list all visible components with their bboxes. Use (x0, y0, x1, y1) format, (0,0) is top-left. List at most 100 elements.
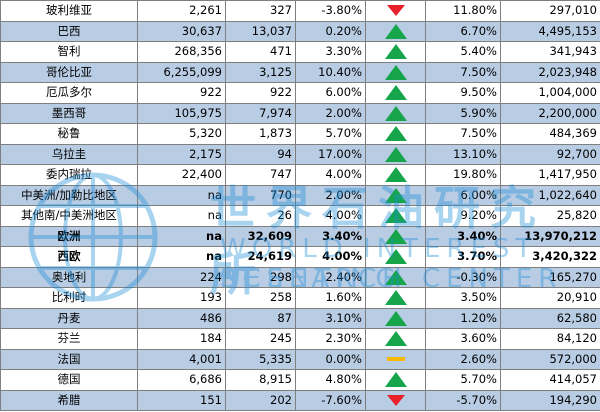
region-name-cell: 西欧 (0, 246, 138, 268)
table-row: 西欧 na 24,619 4.00% 3.70% 3,420,322 (0, 246, 600, 268)
growth-pct2-cell: 5.70% (425, 369, 501, 391)
up-triangle-icon (384, 208, 407, 224)
growth-pct-cell: 0.00% (295, 348, 366, 370)
up-triangle-icon (384, 105, 407, 121)
value1-cell: 151 (137, 389, 226, 411)
value1-cell: na (137, 184, 226, 206)
growth-pct2-cell: -5.70% (425, 389, 501, 411)
table-row: 玻利维亚 2,261 327 -3.80% 11.80% 297,010 (0, 0, 600, 22)
table-row: 芬兰 184 245 2.30% 3.60% 84,120 (0, 328, 600, 350)
value2-cell: 245 (225, 328, 296, 350)
table-row: 智利 268,356 471 3.30% 5.40% 341,943 (0, 41, 600, 63)
trend-cell (365, 164, 426, 186)
trend-cell (365, 389, 426, 411)
region-name-cell: 中美洲/加勒比地区 (0, 184, 138, 206)
growth-pct-cell: 17.00% (295, 143, 366, 165)
trend-cell (365, 102, 426, 124)
value2-cell: 202 (225, 389, 296, 411)
up-triangle-icon (384, 23, 407, 39)
value2-cell: 24,619 (225, 246, 296, 268)
table-row: 委内瑞拉 22,400 747 4.00% 19.80% 1,417,950 (0, 164, 600, 186)
value3-cell: 341,943 (500, 41, 600, 63)
value1-cell: na (137, 246, 226, 268)
up-triangle-icon (384, 269, 407, 285)
trend-cell (365, 143, 426, 165)
trend-cell (365, 61, 426, 83)
region-name-cell: 墨西哥 (0, 102, 138, 124)
value3-cell: 4,495,153 (500, 20, 600, 42)
growth-pct-cell: 3.30% (295, 41, 366, 63)
down-triangle-icon (386, 394, 405, 406)
up-triangle-icon (384, 228, 407, 244)
value2-cell: 1,873 (225, 123, 296, 145)
value3-cell: 2,023,948 (500, 61, 600, 83)
growth-pct2-cell: 19.80% (425, 164, 501, 186)
value3-cell: 1,022,640 (500, 184, 600, 206)
value2-cell: 327 (225, 0, 296, 22)
region-name-cell: 乌拉圭 (0, 143, 138, 165)
trend-cell (365, 328, 426, 350)
value2-cell: 8,915 (225, 369, 296, 391)
up-triangle-icon (384, 249, 407, 265)
value2-cell: 26 (225, 205, 296, 227)
growth-pct-cell: 4.00% (295, 246, 366, 268)
growth-pct2-cell: 3.60% (425, 328, 501, 350)
up-triangle-icon (384, 126, 407, 142)
growth-pct-cell: 2.00% (295, 184, 366, 206)
value1-cell: 6,686 (137, 369, 226, 391)
region-name-cell: 德国 (0, 369, 138, 391)
growth-pct2-cell: 9.50% (425, 82, 501, 104)
growth-pct2-cell: 6.00% (425, 184, 501, 206)
value1-cell: 30,637 (137, 20, 226, 42)
growth-pct-cell: 1.60% (295, 287, 366, 309)
value3-cell: 1,004,000 (500, 82, 600, 104)
growth-pct-cell: 4.00% (295, 164, 366, 186)
value3-cell: 484,369 (500, 123, 600, 145)
flat-dash-icon (386, 357, 405, 362)
table-row: 奥地利 224 298 2.40% -0.30% 165,270 (0, 266, 600, 288)
up-triangle-icon (384, 290, 407, 306)
value2-cell: 298 (225, 266, 296, 288)
trend-cell (365, 82, 426, 104)
region-name-cell: 欧洲 (0, 225, 138, 247)
region-name-cell: 委内瑞拉 (0, 164, 138, 186)
trend-cell (365, 287, 426, 309)
trend-cell (365, 184, 426, 206)
value1-cell: 2,261 (137, 0, 226, 22)
value1-cell: na (137, 225, 226, 247)
value3-cell: 3,420,322 (500, 246, 600, 268)
table-row: 比利时 193 258 1.60% 3.50% 20,910 (0, 287, 600, 309)
growth-pct-cell: 2.00% (295, 102, 366, 124)
growth-pct2-cell: 1.20% (425, 307, 501, 329)
growth-pct-cell: 10.40% (295, 61, 366, 83)
table-row: 法国 4,001 5,335 0.00% 2.60% 572,000 (0, 348, 600, 370)
growth-pct-cell: 3.40% (295, 225, 366, 247)
region-name-cell: 比利时 (0, 287, 138, 309)
table-row: 秘鲁 5,320 1,873 5.70% 7.50% 484,369 (0, 123, 600, 145)
value1-cell: 6,255,099 (137, 61, 226, 83)
table-row: 其他南/中美洲地区 na 26 4.00% 9.20% 25,820 (0, 205, 600, 227)
region-name-cell: 奥地利 (0, 266, 138, 288)
value2-cell: 747 (225, 164, 296, 186)
growth-pct2-cell: 3.70% (425, 246, 501, 268)
trend-cell (365, 307, 426, 329)
region-name-cell: 秘鲁 (0, 123, 138, 145)
value3-cell: 92,700 (500, 143, 600, 165)
growth-pct-cell: 2.30% (295, 328, 366, 350)
value1-cell: 22,400 (137, 164, 226, 186)
up-triangle-icon (384, 187, 407, 203)
up-triangle-icon (384, 146, 407, 162)
region-name-cell: 法国 (0, 348, 138, 370)
growth-pct2-cell: 13.10% (425, 143, 501, 165)
value3-cell: 297,010 (500, 0, 600, 22)
trend-cell (365, 41, 426, 63)
value3-cell: 20,910 (500, 287, 600, 309)
value2-cell: 94 (225, 143, 296, 165)
value2-cell: 258 (225, 287, 296, 309)
growth-pct-cell: 0.20% (295, 20, 366, 42)
up-triangle-icon (384, 372, 407, 388)
trend-cell (365, 205, 426, 227)
table-row: 厄瓜多尔 922 922 6.00% 9.50% 1,004,000 (0, 82, 600, 104)
region-name-cell: 希腊 (0, 389, 138, 411)
